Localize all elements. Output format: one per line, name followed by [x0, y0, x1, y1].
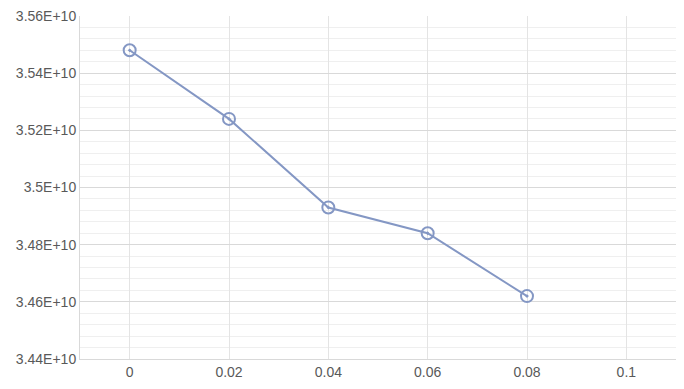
svg-text:0.04: 0.04 — [315, 364, 342, 380]
svg-text:0: 0 — [126, 364, 134, 380]
svg-text:3.46E+10: 3.46E+10 — [16, 294, 77, 310]
svg-text:3.54E+10: 3.54E+10 — [16, 65, 77, 81]
svg-text:3.56E+10: 3.56E+10 — [16, 8, 77, 24]
svg-text:0.02: 0.02 — [215, 364, 242, 380]
svg-text:0.1: 0.1 — [617, 364, 637, 380]
svg-text:0.08: 0.08 — [513, 364, 540, 380]
svg-text:3.48E+10: 3.48E+10 — [16, 237, 77, 253]
svg-text:3.52E+10: 3.52E+10 — [16, 122, 77, 138]
svg-text:3.5E+10: 3.5E+10 — [24, 179, 77, 195]
svg-text:3.44E+10: 3.44E+10 — [16, 351, 77, 367]
svg-text:0.06: 0.06 — [414, 364, 441, 380]
